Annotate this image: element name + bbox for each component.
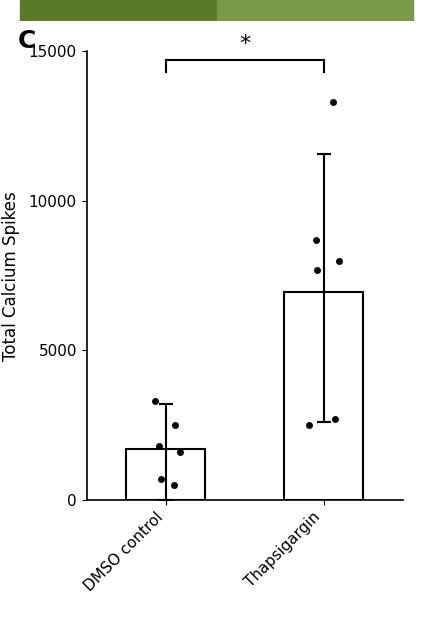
Text: *: * [239,34,250,54]
Bar [216,0,414,21]
Text: C: C [17,29,36,53]
Bar [284,292,363,500]
Bar [19,0,216,21]
Bar [126,449,205,500]
Y-axis label: Total Calcium Spikes: Total Calcium Spikes [3,191,20,360]
